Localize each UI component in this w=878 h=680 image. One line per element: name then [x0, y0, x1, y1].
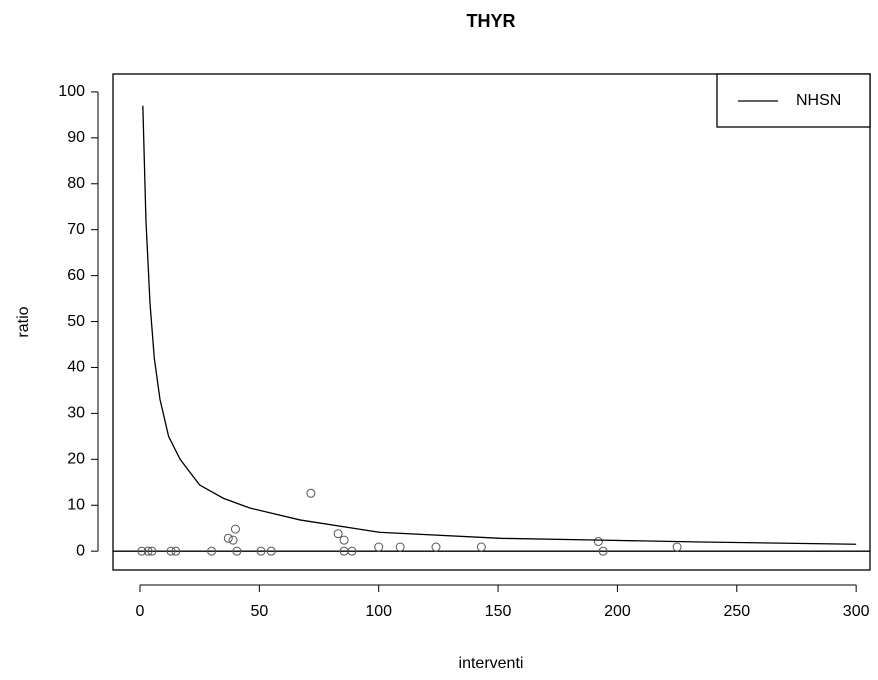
y-tick-label: 20: [67, 451, 85, 468]
point: [147, 546, 157, 556]
point: [143, 546, 153, 556]
point: [593, 537, 603, 547]
legend-label: NHSN: [796, 92, 841, 109]
point: [395, 542, 405, 552]
y-tick-label: 80: [67, 175, 85, 192]
point: [672, 542, 682, 552]
y-tick-label: 40: [67, 359, 85, 376]
x-tick-label: 250: [723, 603, 750, 620]
point: [171, 546, 181, 556]
point: [306, 488, 316, 498]
x-tick-label: 300: [843, 603, 870, 620]
y-tick-label: 0: [76, 542, 85, 559]
y-tick-label: 100: [58, 83, 85, 100]
point: [374, 542, 384, 552]
y-tick-label: 60: [67, 267, 85, 284]
point: [431, 542, 441, 552]
x-axis-label: interventi: [459, 655, 524, 672]
y-tick-label: 70: [67, 221, 85, 238]
point: [256, 546, 266, 556]
point: [137, 546, 147, 556]
y-tick-label: 50: [67, 313, 85, 330]
point: [333, 529, 343, 539]
point: [223, 533, 233, 543]
x-tick-label: 100: [365, 603, 392, 620]
point: [232, 546, 242, 556]
point: [207, 546, 217, 556]
point: [598, 546, 608, 556]
point: [230, 524, 240, 534]
point: [228, 535, 238, 545]
point: [339, 535, 349, 545]
line-series: [142, 105, 857, 545]
x-tick-label: 150: [485, 603, 512, 620]
y-tick-label: 30: [67, 405, 85, 422]
x-tick-label: 50: [250, 603, 268, 620]
y-tick-label: 90: [67, 129, 85, 146]
point: [266, 546, 276, 556]
y-axis-label: ratio: [15, 306, 32, 337]
point: [347, 546, 357, 556]
x-tick-label: 0: [136, 603, 145, 620]
chart-title: THYR: [467, 11, 516, 31]
x-tick-label: 200: [604, 603, 631, 620]
y-tick-label: 10: [67, 496, 85, 513]
point: [166, 546, 176, 556]
point: [476, 542, 486, 552]
plot-frame: [112, 73, 871, 571]
